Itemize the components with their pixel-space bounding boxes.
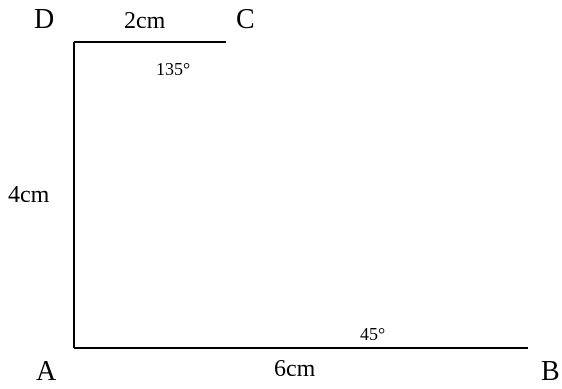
angle-label-b: 45°: [360, 324, 385, 344]
length-label-ab: 6cm: [274, 356, 316, 382]
angle-label-c: 135°: [156, 59, 190, 79]
vertex-label-c: C: [236, 4, 255, 35]
vertex-label-d: D: [34, 4, 54, 35]
length-label-dc: 2cm: [124, 8, 166, 34]
length-label-da: 4cm: [8, 182, 50, 208]
vertex-label-a: A: [36, 356, 57, 387]
vertex-label-b: B: [541, 356, 560, 387]
